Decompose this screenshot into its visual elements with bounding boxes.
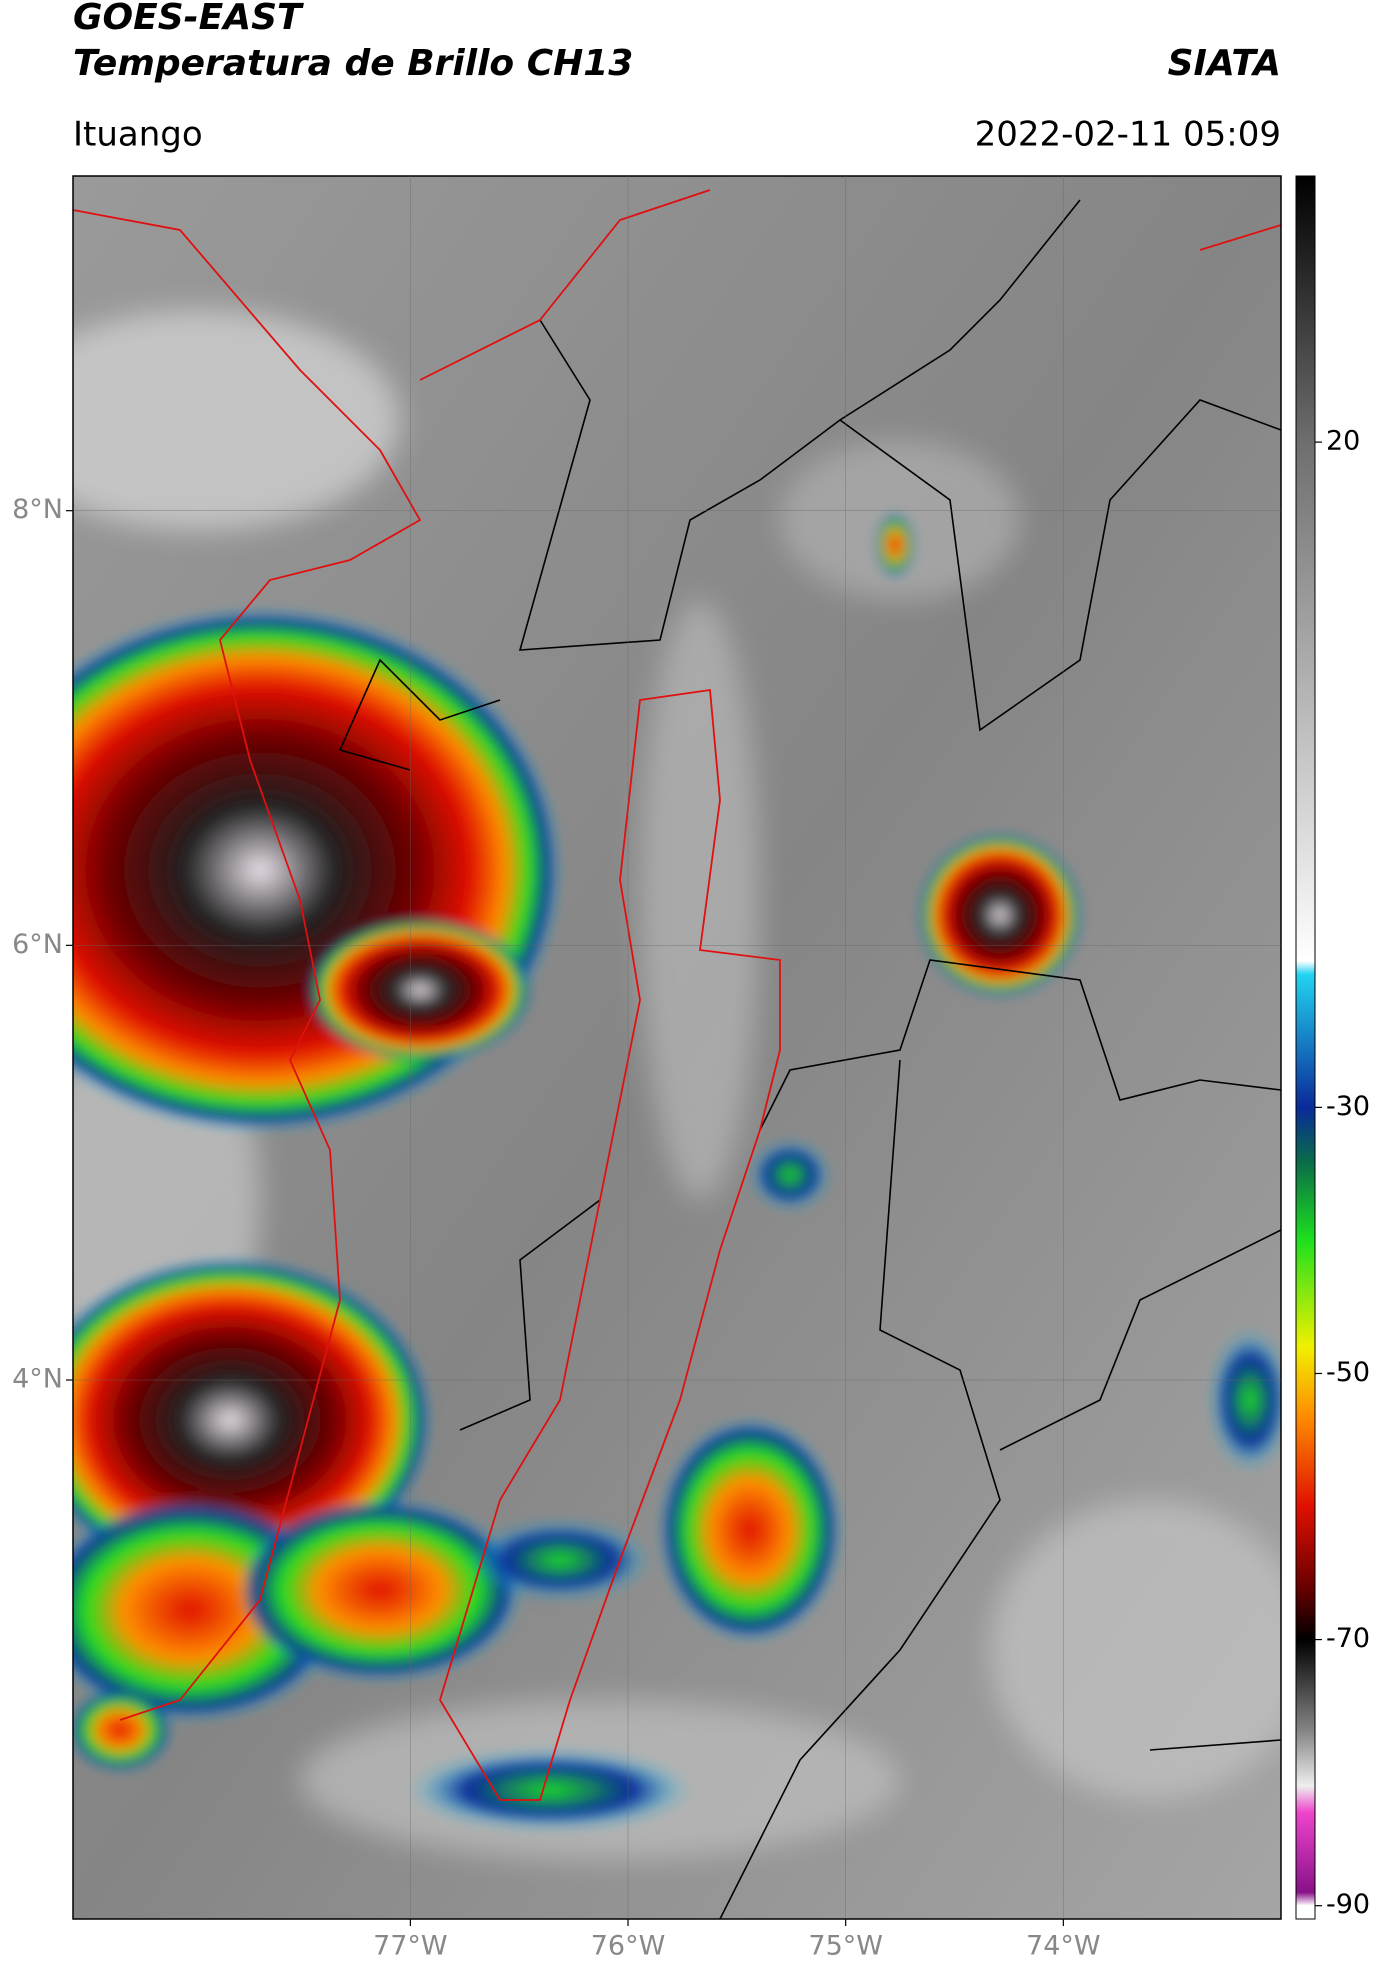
map-frame — [72, 175, 1282, 1920]
storm-cells — [73, 515, 1281, 1830]
colorbar-tick-label: -50 — [1326, 1357, 1370, 1388]
borders — [338, 199, 1281, 1919]
colorbar-tick-label: 20 — [1326, 426, 1360, 457]
x-tick-label: 76°W — [591, 1931, 666, 1962]
coastline — [73, 189, 1281, 1801]
y-tick-label: 4°N — [12, 1364, 63, 1395]
x-tick-label: 74°W — [1026, 1931, 1101, 1962]
colorbar-tick-label: -70 — [1326, 1623, 1370, 1654]
product-title: Temperatura de Brillo CH13 — [73, 43, 633, 84]
source-label: SIATA — [1168, 43, 1281, 84]
satellite-title: GOES-EAST — [73, 0, 304, 38]
y-tick-label: 8°N — [12, 494, 63, 525]
x-tick-label: 77°W — [373, 1931, 448, 1962]
datetime-label: 2022-02-11 05:09 — [975, 115, 1281, 155]
x-tick-label: 75°W — [808, 1931, 883, 1962]
colorbar-tick-label: -30 — [1326, 1091, 1370, 1122]
y-tick-label: 6°N — [12, 929, 63, 960]
colorbar-tick-label: -90 — [1326, 1889, 1370, 1920]
satellite-image — [73, 176, 1281, 1919]
colorbar — [1295, 175, 1316, 1920]
region-label: Ituango — [73, 115, 203, 155]
